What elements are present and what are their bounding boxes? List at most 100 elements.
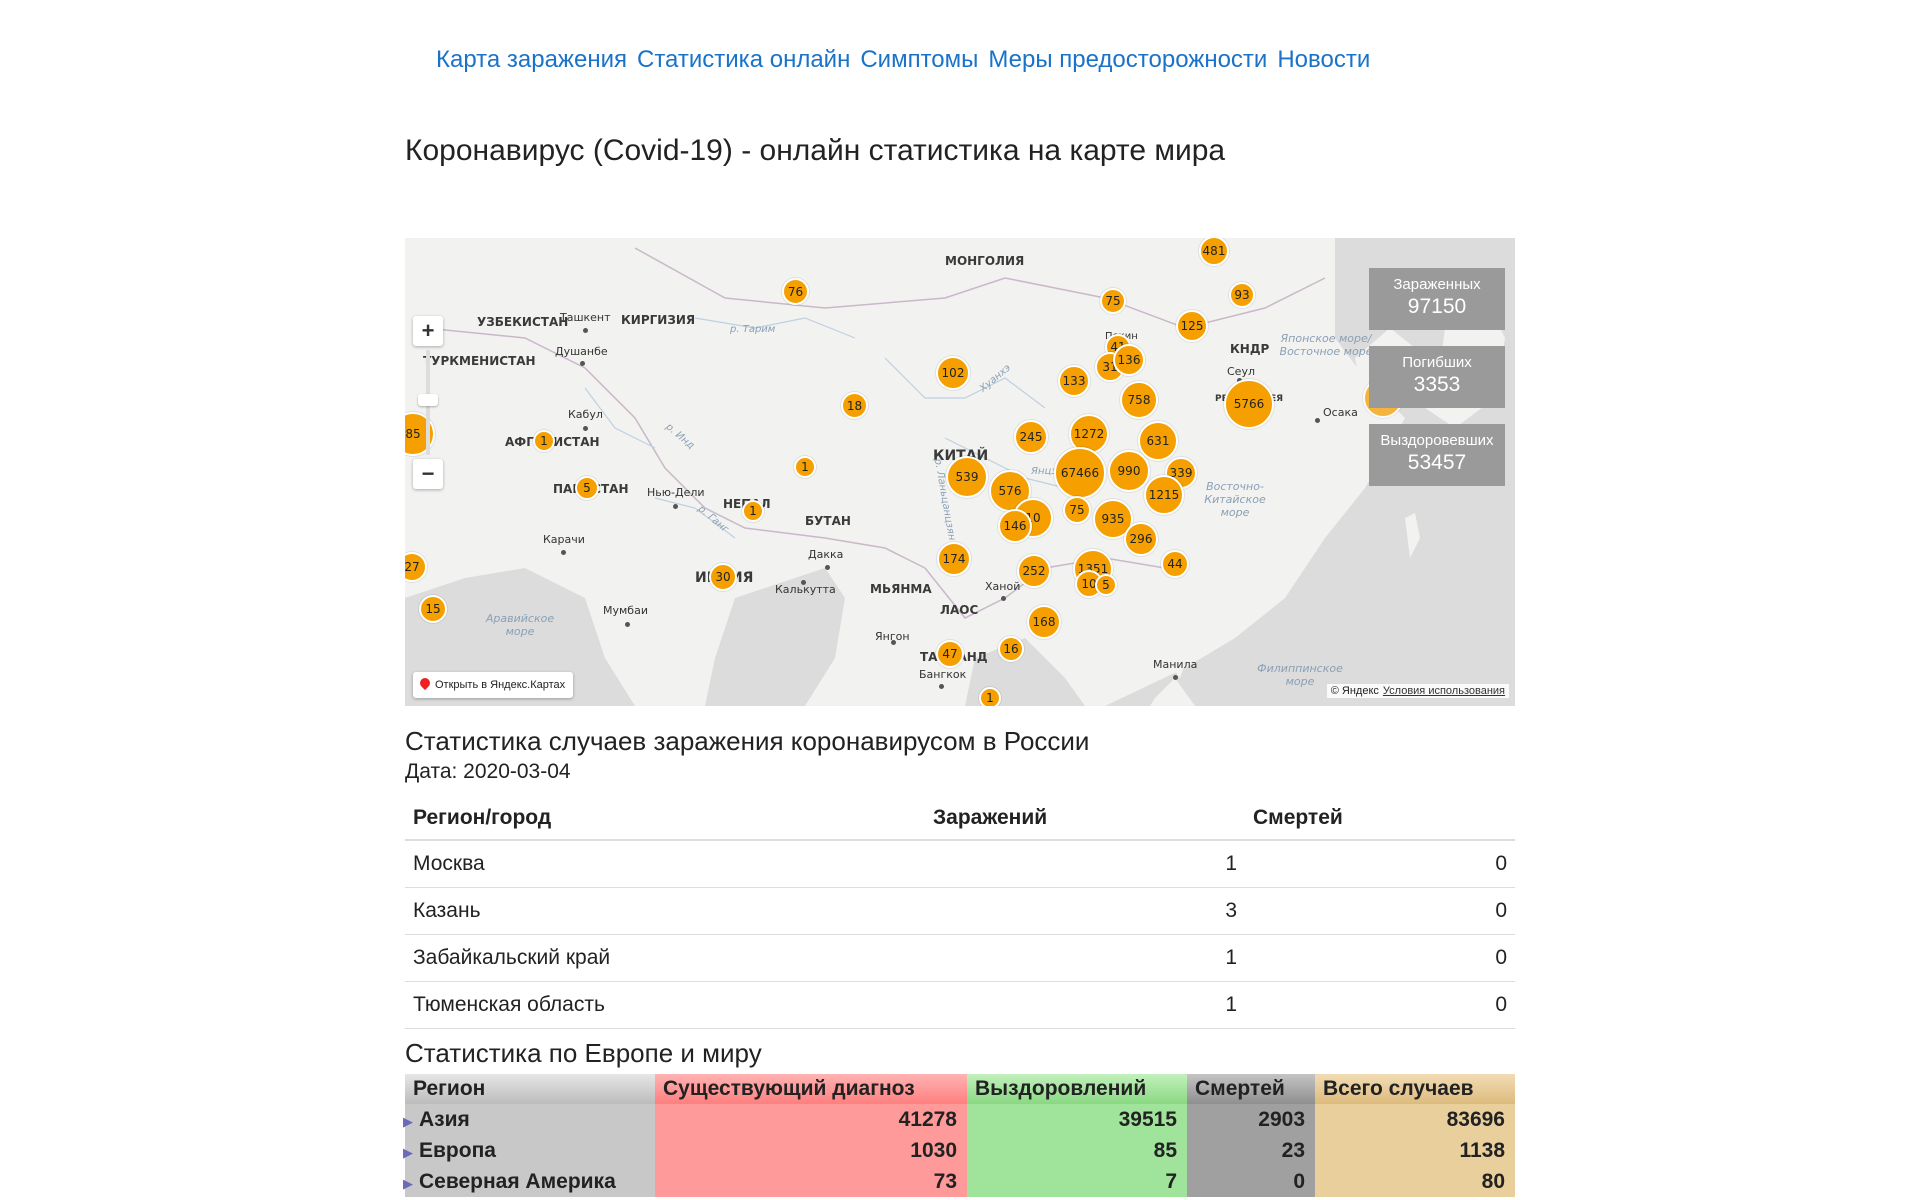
map-cluster[interactable]: 1 — [533, 430, 555, 452]
expand-triangle-icon[interactable]: ▶ — [403, 1144, 413, 1160]
table-row[interactable]: ▶ Европа 1030 85 23 1138 — [403, 1135, 1515, 1166]
infection-map[interactable]: МОНГОЛИЯ УЗБЕКИСТАН КИРГИЗИЯ ТУРКМЕНИСТА… — [405, 238, 1515, 706]
map-cluster[interactable]: 93 — [1229, 282, 1255, 308]
map-label-turkmenistan: ТУРКМЕНИСТАН — [423, 354, 536, 368]
map-cluster[interactable]: 136 — [1113, 344, 1145, 376]
nav-precautions[interactable]: Меры предосторожности — [988, 46, 1268, 73]
top-nav: Карта заражения Статистика онлайн Симпто… — [436, 46, 1370, 74]
stat-recovered-value: 53457 — [1407, 451, 1467, 474]
region-cell[interactable]: ▶ Европа — [403, 1135, 655, 1166]
map-cluster[interactable]: 30 — [709, 563, 737, 591]
map-cluster[interactable]: 15 — [419, 595, 447, 623]
table-row[interactable]: ▶ Северная Америка 73 7 0 80 — [403, 1166, 1515, 1197]
stat-infected-label: Зараженных — [1393, 276, 1481, 293]
map-cluster[interactable]: 174 — [937, 542, 971, 576]
table-row: Москва 1 0 — [405, 840, 1515, 888]
map-cluster[interactable]: 296 — [1124, 522, 1158, 556]
map-cluster[interactable]: 168 — [1027, 605, 1061, 639]
map-cluster[interactable]: 245 — [1014, 420, 1048, 454]
column-header-region: Регион/город — [405, 796, 925, 841]
column-header-region[interactable]: Регион — [405, 1074, 655, 1104]
map-cluster[interactable]: 1 — [794, 456, 816, 478]
column-header-recovered[interactable]: Выздоровлений — [967, 1074, 1187, 1104]
open-yandex-maps-button[interactable]: Открыть в Яндекс.Картах — [413, 672, 574, 698]
column-header-total[interactable]: Всего случаев — [1315, 1074, 1515, 1104]
table-row: Забайкальский край 1 0 — [405, 934, 1515, 982]
region-cell[interactable]: ▶ Северная Америка — [403, 1166, 655, 1197]
map-cluster[interactable]: 990 — [1108, 450, 1150, 492]
nav-symptoms[interactable]: Симптомы — [860, 46, 979, 73]
map-label-east-china-sea: Восточно-Китайское море — [1204, 480, 1266, 519]
expand-triangle-icon[interactable]: ▶ — [403, 1113, 413, 1129]
recovered-cell: 85 — [967, 1135, 1187, 1166]
region-cell[interactable]: ▶ Азия — [403, 1104, 655, 1135]
expand-triangle-icon[interactable]: ▶ — [403, 1175, 413, 1191]
map-label-dhaka: Дакка — [808, 548, 844, 561]
cases-cell: 3 — [925, 887, 1245, 935]
stat-deaths-label: Погибших — [1402, 354, 1472, 371]
map-cluster[interactable]: 146 — [998, 509, 1032, 543]
map-cluster[interactable]: 44 — [1161, 550, 1189, 578]
total-cell: 83696 — [1315, 1104, 1515, 1135]
deaths-cell: 0 — [1245, 981, 1515, 1029]
zoom-slider[interactable] — [418, 350, 438, 455]
recovered-cell: 39515 — [967, 1104, 1187, 1135]
map-cluster[interactable]: 1 — [979, 687, 1001, 706]
world-stats-table: Регион Существующий диагноз Выздоровлени… — [403, 1074, 1515, 1197]
map-cluster[interactable]: 252 — [1017, 554, 1051, 588]
column-header-deaths[interactable]: Смертей — [1187, 1074, 1315, 1104]
map-cluster[interactable]: 5 — [575, 476, 599, 500]
zoom-in-button[interactable]: + — [413, 316, 443, 346]
map-label-tarim: р. Тарим — [730, 324, 776, 335]
total-cell: 80 — [1315, 1166, 1515, 1197]
map-cluster[interactable]: 102 — [936, 356, 970, 390]
world-stats-title: Статистика по Европе и миру — [405, 1038, 762, 1068]
map-cluster[interactable]: 16 — [998, 636, 1024, 662]
nav-news[interactable]: Новости — [1277, 46, 1371, 73]
total-cell: 1138 — [1315, 1135, 1515, 1166]
map-label-yangtze: Янцзы — [1031, 466, 1065, 477]
nav-infection-map[interactable]: Карта заражения — [436, 46, 627, 73]
map-label-manila: Манила — [1153, 658, 1198, 671]
map-cluster[interactable]: 576 — [989, 470, 1031, 512]
copyright-text: © Яндекс — [1330, 685, 1379, 697]
map-cluster[interactable]: 76 — [782, 278, 809, 305]
map-cluster[interactable]: 67466 — [1054, 447, 1106, 499]
map-copyright: © Яндекс Условия использования — [1326, 684, 1509, 698]
map-cluster[interactable]: 5 — [1095, 574, 1117, 596]
map-cluster[interactable]: 481 — [1199, 238, 1229, 266]
stat-infected-value: 97150 — [1407, 295, 1467, 318]
zoom-control: + − — [413, 316, 443, 489]
page-title: Коронавирус (Covid-19) - онлайн статисти… — [405, 134, 1226, 167]
zoom-handle[interactable] — [418, 394, 438, 406]
map-cluster[interactable]: 27 — [405, 552, 427, 582]
active-cell: 1030 — [655, 1135, 967, 1166]
zoom-out-button[interactable]: − — [413, 459, 443, 489]
map-label-hanoi: Ханой — [985, 580, 1021, 593]
map-cluster[interactable]: 75 — [1063, 496, 1091, 524]
region-cell: Москва — [405, 840, 925, 888]
map-cluster[interactable]: 133 — [1058, 365, 1090, 397]
map-cluster[interactable]: 18 — [841, 392, 868, 419]
map-cluster[interactable]: 1215 — [1144, 475, 1184, 515]
russia-stats-title: Статистика случаев заражения коронавирус… — [405, 726, 1090, 756]
map-cluster[interactable]: 5766 — [1224, 379, 1274, 429]
map-cluster[interactable]: 47 — [936, 640, 964, 668]
map-cluster[interactable]: 935 — [1093, 499, 1133, 539]
map-pin-icon — [419, 678, 431, 692]
map-label-dprk: КНДР — [1230, 342, 1270, 356]
table-row[interactable]: ▶ Азия 41278 39515 2903 83696 — [403, 1104, 1515, 1135]
cases-cell: 1 — [925, 981, 1245, 1029]
map-label-mumbai: Мумбаи — [603, 604, 648, 617]
map-cluster[interactable]: 125 — [1176, 310, 1208, 342]
terms-link[interactable]: Условия использования — [1382, 685, 1505, 697]
map-cluster[interactable]: 539 — [946, 456, 988, 498]
region-name: Азия — [419, 1107, 470, 1131]
map-cluster[interactable]: 758 — [1120, 381, 1158, 419]
active-cell: 41278 — [655, 1104, 967, 1135]
nav-online-stats[interactable]: Статистика онлайн — [637, 46, 851, 73]
map-cluster[interactable]: 631 — [1138, 421, 1178, 461]
map-cluster[interactable]: 1 — [742, 500, 764, 522]
map-cluster[interactable]: 75 — [1100, 288, 1126, 314]
column-header-active[interactable]: Существующий диагноз — [655, 1074, 967, 1104]
